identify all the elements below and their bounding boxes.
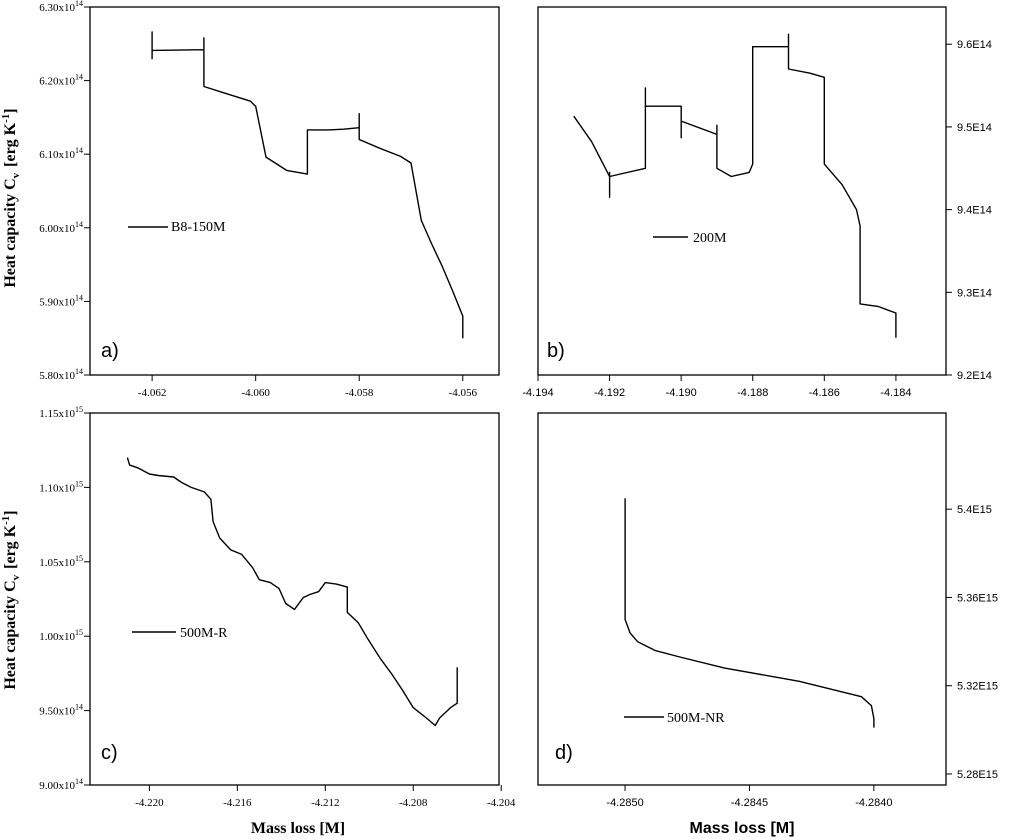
series-line [624, 498, 875, 728]
x-tick-label: -4.208 [399, 797, 428, 809]
x-tick-label: -4.212 [311, 797, 339, 809]
y-tick-label: 6.30x1014 [39, 0, 83, 14]
panel-d: -4.2850 -4.2845 -4.2840 5.28E15 5.32E15 5.36E… [537, 412, 998, 809]
y-tick-label: 5.32E15 [957, 681, 998, 693]
y-tick-mantissa: 1.10x10 [39, 482, 75, 494]
panel-b: -4.194 -4.192 -4.190 -4.188 -4.186 -4.184 9.2E… [522, 6, 992, 399]
y-tick-label: 5.36E15 [957, 592, 998, 604]
y-tick-label: 6.00x1014 [39, 220, 83, 235]
legend-label: B8-150M [171, 220, 226, 235]
series-line [573, 33, 897, 338]
panel-label: a) [101, 340, 119, 362]
y-tick-label: 9.2E14 [957, 370, 992, 382]
ylabel-bottom: Heat capacity Cv[erg K-1] [0, 510, 22, 689]
x-tick-label: -4.192 [594, 387, 625, 399]
y-tick-exponent: 14 [75, 703, 83, 712]
y-tick-mantissa: 9.50x10 [39, 706, 75, 718]
y-tick-label: 5.4E15 [957, 504, 992, 516]
y-tick-exponent: 15 [75, 479, 83, 488]
y-tick-label: 5.80x1014 [39, 367, 83, 382]
y-tick-mantissa: 6.00x10 [39, 223, 75, 235]
panel-a: -4.062 -4.060 -4.058 -4.0565.80x10145.90x10… [39, 0, 500, 399]
plot-frame [89, 412, 500, 786]
y-tick-mantissa: 5.90x10 [39, 296, 75, 308]
plot-frame [537, 6, 947, 376]
y-tick-label: 9.5E14 [957, 122, 992, 134]
panel-label: b) [547, 340, 565, 362]
y-tick-mantissa: 6.20x10 [39, 76, 75, 88]
x-tick-label: -4.204 [487, 797, 516, 809]
y-tick-exponent: 14 [75, 777, 83, 786]
y-tick-mantissa: 1.00x10 [39, 631, 75, 643]
x-tick-label: -4.2850 [606, 797, 643, 809]
series-line [151, 31, 464, 339]
y-tick-exponent: 15 [75, 628, 83, 637]
plot-frame [89, 6, 500, 376]
y-tick-mantissa: 1.15x10 [39, 408, 75, 420]
y-tick-label: 9.50x1014 [39, 703, 83, 718]
x-tick-label: -4.194 [522, 387, 553, 399]
y-tick-exponent: 14 [75, 73, 83, 82]
y-tick-mantissa: 6.10x10 [39, 149, 75, 161]
legend-label: 200M [693, 231, 727, 246]
y-tick-exponent: 14 [75, 367, 83, 376]
y-tick-exponent: 15 [75, 405, 83, 414]
x-tick-label: -4.056 [449, 387, 478, 399]
y-tick-label: 1.10x1015 [39, 479, 83, 494]
y-tick-mantissa: 9.00x10 [39, 780, 75, 792]
y-tick-exponent: 14 [75, 220, 83, 229]
xlabel-left: Mass loss [M] [251, 820, 345, 837]
plot-frame [537, 412, 947, 786]
panel-c: -4.220 -4.216 -4.212 -4.208 -4.2049.00x10149… [39, 405, 516, 809]
y-tick-exponent: 14 [75, 293, 83, 302]
panel-label: c) [101, 742, 118, 764]
x-tick-label: -4.058 [345, 387, 374, 399]
series-line [126, 457, 458, 727]
y-tick-label: 1.05x1015 [39, 554, 83, 569]
x-tick-label: -4.186 [809, 387, 840, 399]
x-tick-label: -4.060 [241, 387, 270, 399]
y-tick-label: 9.4E14 [957, 205, 992, 217]
ylabel-top: Heat capacity Cv[erg K-1] [0, 108, 22, 287]
y-tick-label: 5.90x1014 [39, 293, 83, 308]
y-tick-exponent: 14 [75, 146, 83, 155]
x-tick-label: -4.2840 [855, 797, 892, 809]
legend-label: 500M-NR [667, 711, 725, 726]
x-tick-label: -4.2845 [731, 797, 768, 809]
y-tick-label: 5.28E15 [957, 769, 998, 781]
y-tick-label: 6.10x1014 [39, 146, 83, 161]
x-tick-label: -4.190 [666, 387, 697, 399]
panel-label: d) [555, 742, 573, 764]
y-tick-label: 9.00x1014 [39, 777, 83, 792]
y-tick-exponent: 14 [75, 0, 83, 8]
y-tick-label: 9.3E14 [957, 287, 992, 299]
x-tick-label: -4.062 [138, 387, 166, 399]
x-tick-label: -4.220 [135, 797, 164, 809]
y-tick-label: 6.20x1014 [39, 73, 83, 88]
y-tick-mantissa: 6.30x10 [39, 2, 75, 14]
y-tick-label: 1.00x1015 [39, 628, 83, 643]
y-tick-label: 9.6E14 [957, 39, 992, 51]
xlabel-right: Mass loss [M] [690, 820, 795, 837]
x-tick-label: -4.216 [223, 797, 252, 809]
y-tick-label: 1.15x1015 [39, 405, 83, 420]
x-tick-label: -4.184 [880, 387, 911, 399]
x-tick-label: -4.188 [737, 387, 768, 399]
y-tick-mantissa: 1.05x10 [39, 557, 75, 569]
y-tick-mantissa: 5.80x10 [39, 370, 75, 382]
legend-label: 500M-R [180, 626, 228, 641]
y-tick-exponent: 15 [75, 554, 83, 563]
